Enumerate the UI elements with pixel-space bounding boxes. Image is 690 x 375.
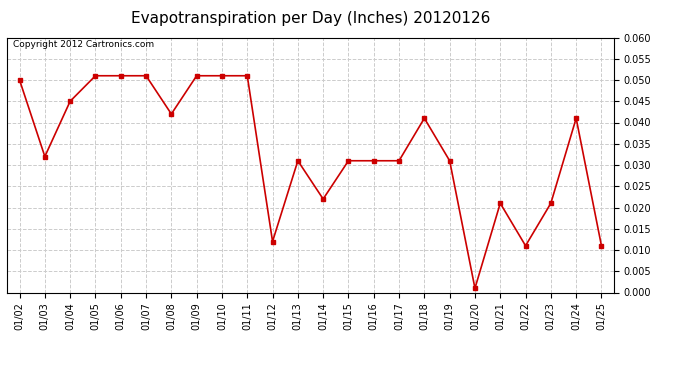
Text: Copyright 2012 Cartronics.com: Copyright 2012 Cartronics.com	[13, 40, 154, 49]
Text: Evapotranspiration per Day (Inches) 20120126: Evapotranspiration per Day (Inches) 2012…	[131, 11, 490, 26]
